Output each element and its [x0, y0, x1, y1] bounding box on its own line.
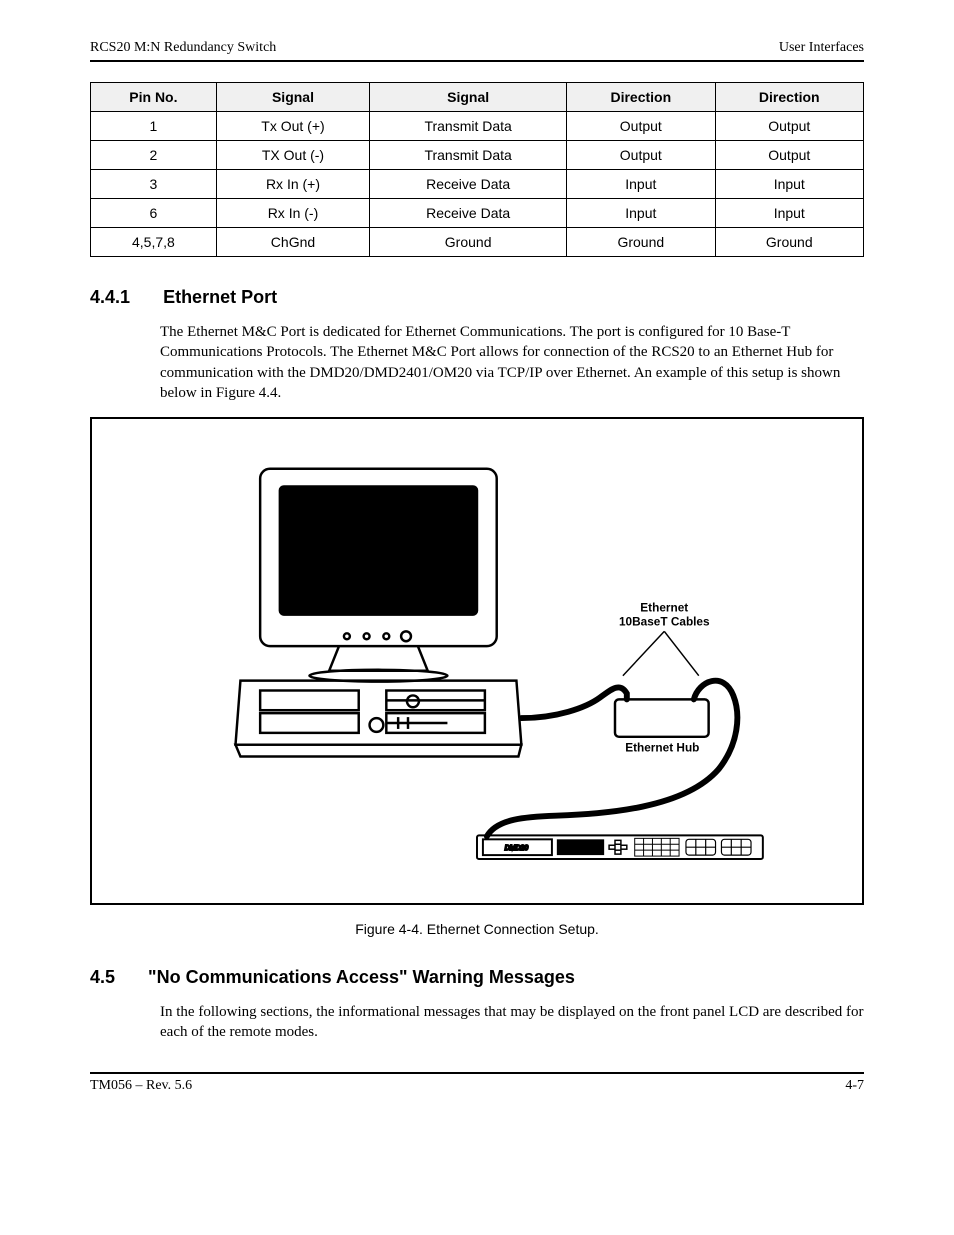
cell: 1 — [91, 112, 217, 141]
header-right: User Interfaces — [779, 40, 864, 56]
cables-label-line1: Ethernet — [640, 601, 688, 615]
ethernet-num: 4.4.1 — [90, 287, 130, 307]
cable-hub-device — [487, 681, 737, 837]
cable-pc-hub — [521, 687, 626, 718]
cell: Receive Data — [370, 170, 567, 199]
header-left: RCS20 M:N Redundancy Switch — [90, 40, 276, 56]
noaccess-num: 4.5 — [90, 967, 115, 987]
page-header: RCS20 M:N Redundancy Switch User Interfa… — [90, 40, 864, 56]
col-dir1: Direction — [567, 83, 715, 112]
noaccess-paragraph: In the following sections, the informati… — [160, 1002, 864, 1043]
cell: Input — [567, 199, 715, 228]
figure-frame: Ethernet 10BaseT Cables Ethernet Hub DMD… — [90, 417, 864, 905]
ethernet-title: Ethernet Port — [163, 287, 277, 307]
col-dir2: Direction — [715, 83, 863, 112]
cell: Input — [567, 170, 715, 199]
col-sig1: Signal — [216, 83, 369, 112]
cell: Ground — [715, 228, 863, 257]
pin-table: Pin No. Signal Signal Direction Directio… — [90, 82, 864, 257]
ethernet-paragraph: The Ethernet M&C Port is dedicated for E… — [160, 322, 864, 403]
cell: Ground — [370, 228, 567, 257]
cell: TX Out (-) — [216, 141, 369, 170]
cell: Output — [567, 112, 715, 141]
header-rule — [90, 60, 864, 62]
cell: Ground — [567, 228, 715, 257]
table-row: 2 TX Out (-) Transmit Data Output Output — [91, 141, 864, 170]
col-sig2: Signal — [370, 83, 567, 112]
cell: Receive Data — [370, 199, 567, 228]
cable-leader-lines — [623, 631, 699, 675]
cables-label-line2: 10BaseT Cables — [619, 614, 710, 628]
cell: Input — [715, 199, 863, 228]
ethernet-setup-diagram: Ethernet 10BaseT Cables Ethernet Hub DMD… — [132, 449, 822, 873]
table-row: 4,5,7,8 ChGnd Ground Ground Ground — [91, 228, 864, 257]
cell: 3 — [91, 170, 217, 199]
footer-right: 4-7 — [845, 1078, 864, 1094]
cell: 2 — [91, 141, 217, 170]
cell: Transmit Data — [370, 141, 567, 170]
desktop-icon — [236, 681, 522, 757]
cell: Input — [715, 170, 863, 199]
cell: Rx In (-) — [216, 199, 369, 228]
ethernet-hub-icon — [615, 699, 709, 736]
ethernet-heading: 4.4.1 Ethernet Port — [90, 287, 864, 308]
svg-text:DMD20: DMD20 — [505, 845, 528, 852]
cell: Tx Out (+) — [216, 112, 369, 141]
cell: Output — [715, 141, 863, 170]
cell: 4,5,7,8 — [91, 228, 217, 257]
cell: Transmit Data — [370, 112, 567, 141]
noaccess-title: "No Communications Access" Warning Messa… — [148, 967, 575, 987]
figure-caption: Figure 4-4. Ethernet Connection Setup. — [90, 921, 864, 937]
table-row: 1 Tx Out (+) Transmit Data Output Output — [91, 112, 864, 141]
cell: Output — [715, 112, 863, 141]
footer-rule — [90, 1072, 864, 1074]
cell: 6 — [91, 199, 217, 228]
cell: Output — [567, 141, 715, 170]
table-row: 6 Rx In (-) Receive Data Input Input — [91, 199, 864, 228]
page-footer: TM056 – Rev. 5.6 4-7 — [90, 1078, 864, 1094]
monitor-icon — [260, 469, 497, 682]
hub-label: Ethernet Hub — [625, 741, 699, 755]
footer-left: TM056 – Rev. 5.6 — [90, 1078, 192, 1094]
cell: ChGnd — [216, 228, 369, 257]
table-header-row: Pin No. Signal Signal Direction Directio… — [91, 83, 864, 112]
rack-device-icon: DMD20 — [477, 835, 763, 859]
noaccess-heading: 4.5 "No Communications Access" Warning M… — [90, 967, 864, 988]
cell: Rx In (+) — [216, 170, 369, 199]
col-pin: Pin No. — [91, 83, 217, 112]
table-row: 3 Rx In (+) Receive Data Input Input — [91, 170, 864, 199]
